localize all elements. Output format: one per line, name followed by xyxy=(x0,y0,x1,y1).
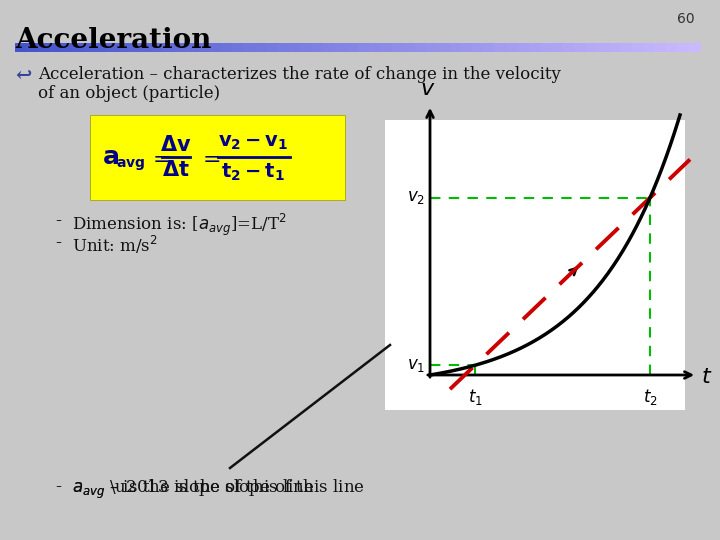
Text: -: - xyxy=(55,212,61,230)
Bar xyxy=(27,43,39,52)
Text: $v_1$: $v_1$ xyxy=(407,357,425,374)
Text: $t_2$: $t_2$ xyxy=(643,387,657,407)
Text: $v$: $v$ xyxy=(420,78,436,100)
Bar xyxy=(140,43,153,52)
Bar xyxy=(72,43,84,52)
Text: $\mathbf{a}$: $\mathbf{a}$ xyxy=(102,146,119,170)
Text: -: - xyxy=(55,234,61,252)
Text: $a_{avg}$ \u2013 is the slope of this line: $a_{avg}$ \u2013 is the slope of this li… xyxy=(72,478,365,501)
Bar xyxy=(60,43,73,52)
Bar xyxy=(163,43,176,52)
Bar xyxy=(392,43,404,52)
Bar xyxy=(449,43,462,52)
Text: Dimension is: [$a_{avg}$]=L/T$^2$: Dimension is: [$a_{avg}$]=L/T$^2$ xyxy=(72,212,287,238)
Bar xyxy=(209,43,222,52)
Bar xyxy=(152,43,164,52)
Text: $a_{avg}$ – is the slope of this line: $a_{avg}$ – is the slope of this line xyxy=(72,478,315,501)
Bar xyxy=(38,43,50,52)
Bar xyxy=(129,43,142,52)
Text: Acceleration – characterizes the rate of change in the velocity: Acceleration – characterizes the rate of… xyxy=(38,66,561,83)
Bar xyxy=(300,43,312,52)
Bar xyxy=(95,43,107,52)
Bar xyxy=(403,43,415,52)
Bar xyxy=(426,43,438,52)
Text: $\mathbf{\Delta t}$: $\mathbf{\Delta t}$ xyxy=(162,160,190,180)
Bar xyxy=(643,43,655,52)
Text: $t_1$: $t_1$ xyxy=(467,387,482,407)
Text: of an object (particle): of an object (particle) xyxy=(38,85,220,102)
Text: Acceleration: Acceleration xyxy=(15,27,212,54)
Bar xyxy=(385,120,685,410)
Bar xyxy=(666,43,678,52)
Bar xyxy=(552,43,564,52)
Bar xyxy=(175,43,187,52)
Bar xyxy=(620,43,632,52)
Text: $\mathbf{v_2 - v_1}$: $\mathbf{v_2 - v_1}$ xyxy=(217,134,288,152)
Bar xyxy=(631,43,644,52)
Bar xyxy=(266,43,279,52)
Bar xyxy=(323,43,336,52)
Bar xyxy=(483,43,495,52)
Bar xyxy=(563,43,575,52)
Bar xyxy=(528,43,541,52)
Text: -: - xyxy=(55,478,61,496)
Text: $v_2$: $v_2$ xyxy=(407,189,425,206)
Bar xyxy=(198,43,210,52)
Bar xyxy=(654,43,667,52)
Text: $=$: $=$ xyxy=(148,147,171,169)
Bar xyxy=(49,43,62,52)
Bar xyxy=(278,43,290,52)
Bar xyxy=(506,43,518,52)
Bar xyxy=(289,43,302,52)
Bar xyxy=(220,43,233,52)
Bar xyxy=(518,43,530,52)
Bar xyxy=(415,43,427,52)
Bar xyxy=(369,43,382,52)
Bar xyxy=(107,43,119,52)
Bar xyxy=(472,43,484,52)
Text: Unit: m/s$^2$: Unit: m/s$^2$ xyxy=(72,234,158,256)
Bar xyxy=(438,43,450,52)
Text: ↩: ↩ xyxy=(15,66,32,84)
Bar xyxy=(460,43,472,52)
Bar xyxy=(312,43,324,52)
Bar xyxy=(540,43,552,52)
Bar xyxy=(118,43,130,52)
Bar xyxy=(15,43,27,52)
Text: $\mathbf{\Delta v}$: $\mathbf{\Delta v}$ xyxy=(161,135,192,155)
Bar xyxy=(90,115,345,200)
Bar xyxy=(84,43,96,52)
Text: 60: 60 xyxy=(678,12,695,26)
Bar xyxy=(575,43,587,52)
Bar xyxy=(608,43,621,52)
Bar xyxy=(598,43,610,52)
Bar xyxy=(243,43,256,52)
Text: $t$: $t$ xyxy=(701,366,712,388)
Bar xyxy=(346,43,359,52)
Bar xyxy=(255,43,267,52)
Text: $=$: $=$ xyxy=(198,147,220,169)
Text: $\mathbf{avg}$: $\mathbf{avg}$ xyxy=(116,157,145,172)
Bar xyxy=(380,43,392,52)
Bar xyxy=(186,43,199,52)
Bar xyxy=(586,43,598,52)
Text: $\mathbf{t_2 - t_1}$: $\mathbf{t_2 - t_1}$ xyxy=(221,161,285,183)
Bar xyxy=(335,43,347,52)
Bar xyxy=(688,43,701,52)
Bar xyxy=(358,43,370,52)
Bar xyxy=(232,43,244,52)
Bar xyxy=(678,43,690,52)
Bar xyxy=(495,43,507,52)
